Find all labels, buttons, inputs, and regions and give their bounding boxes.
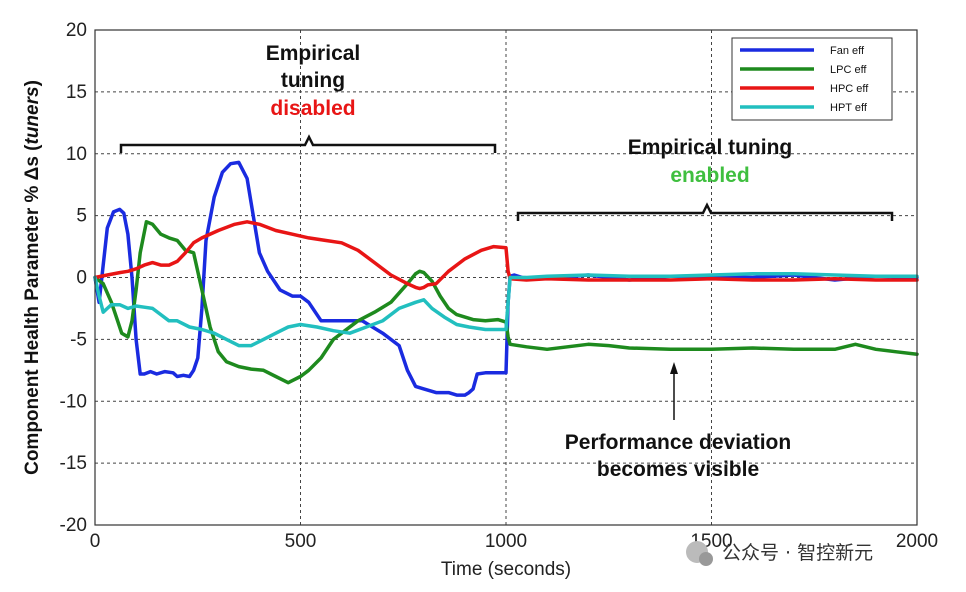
y-axis-label-prefix: Component Health Parameter % Δs ( (22, 144, 43, 475)
legend-label-hpc: HPC eff (830, 83, 869, 95)
annotation-deviation-line1: Performance deviation (565, 431, 791, 454)
annotation-enabled-line1: Empirical tuning (628, 136, 793, 159)
legend: Fan eff LPC eff HPC eff HPT eff (731, 37, 893, 121)
deviation-arrow-head (670, 362, 678, 374)
series-line-lpc-eff (93, 220, 919, 385)
legend-label-lpc: LPC eff (830, 64, 867, 76)
y-tick-label: 20 (66, 20, 87, 41)
y-tick-label: -20 (60, 515, 87, 536)
series-line-hpt-eff (93, 272, 919, 348)
brace-disabled (119, 134, 497, 153)
y-axis-label: Component Health Parameter % Δs (tuners) (22, 80, 43, 475)
series-line-hpc-eff (93, 220, 919, 291)
x-tick-label: 0 (90, 531, 101, 552)
series-layer (93, 160, 919, 397)
annotation-enabled-state: enabled (670, 164, 749, 187)
y-tick-label: 0 (76, 268, 87, 289)
watermark-text: 公众号 · 智控新元 (722, 542, 873, 564)
wechat-icon-bubble (699, 552, 713, 566)
y-axis-label-italic: tuners (22, 86, 43, 144)
plot-frame (94, 29, 918, 526)
y-tick-label: -15 (60, 453, 87, 474)
y-tick-label: -5 (70, 329, 87, 350)
y-axis-label-suffix: ) (22, 80, 43, 86)
y-tick-label: 5 (76, 206, 87, 227)
x-tick-label: 1000 (485, 531, 527, 552)
y-tick-label: 10 (66, 144, 87, 165)
annotation-disabled-state: disabled (270, 97, 355, 120)
x-tick-label: 2000 (896, 531, 938, 552)
brace-enabled (516, 202, 894, 221)
x-tick-label: 500 (285, 531, 317, 552)
legend-label-fan: Fan eff (830, 45, 865, 57)
series-line-fan-eff (93, 160, 919, 397)
annotation-disabled-line2: tuning (281, 69, 345, 92)
legend-label-hpt: HPT eff (830, 102, 868, 114)
watermark: 公众号 · 智控新元 (686, 541, 873, 566)
y-tick-label: 15 (66, 82, 87, 103)
annotation-deviation-line2: becomes visible (597, 458, 759, 481)
y-tick-label: -10 (60, 391, 87, 412)
annotation-disabled-line1: Empirical (266, 42, 361, 65)
x-axis-label: Time (seconds) (441, 559, 571, 580)
